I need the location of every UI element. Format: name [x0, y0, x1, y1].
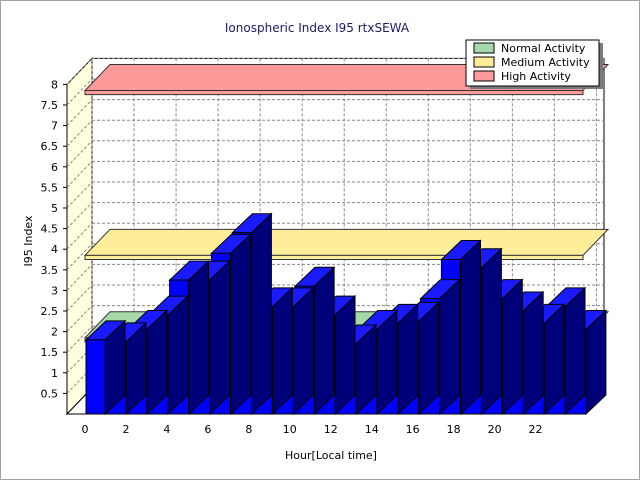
bar-side-4 [188, 259, 210, 416]
legend-swatch-1 [473, 56, 495, 68]
activity-band-front-1 [84, 254, 584, 260]
y-tick-label: 2 [51, 326, 58, 339]
gridline-sidewall [66, 140, 93, 168]
y-tick-label: 5.5 [41, 181, 59, 194]
y-tick-label: 2.5 [41, 305, 59, 318]
bar-side-19 [501, 278, 523, 416]
bar-side-5 [209, 259, 231, 416]
bar-side-10 [313, 266, 335, 416]
x-tick-label: 4 [163, 423, 170, 436]
y-tick-label: 6.5 [41, 140, 59, 153]
chart-title: Ionospheric Index I95 rtxSEWA [225, 21, 410, 35]
bar-side-16 [439, 278, 461, 416]
bar-0 [85, 339, 106, 415]
gridline-sidewall [66, 243, 93, 271]
bar-side-9 [292, 286, 314, 416]
x-tick-label: 6 [204, 423, 211, 436]
x-tick-label: 10 [283, 423, 297, 436]
gridline-sidewall [66, 202, 93, 229]
legend-label-2: High Activity [501, 70, 571, 83]
bar-side-18 [480, 247, 502, 416]
gridline-sidewall [66, 325, 93, 353]
bar-side-11 [334, 294, 356, 416]
activity-band-1 [83, 228, 610, 256]
gridline-sidewall [66, 119, 93, 147]
y-tick-label: 4.5 [41, 223, 59, 236]
x-tick-label: 12 [324, 423, 338, 436]
x-tick-label: 8 [245, 423, 252, 436]
y-tick-label: 6 [51, 161, 58, 174]
gridline-sidewall [66, 99, 93, 126]
y-axis-label: I95 Index [22, 215, 35, 267]
x-axis-ticks: 0 2 4 6 8 10 12 14 16 18 20 22 [82, 423, 543, 436]
bar-side-17 [459, 239, 481, 416]
gridline-sidewall [66, 264, 93, 291]
y-tick-label: 1.5 [41, 346, 59, 359]
y-tick-label: 8 [51, 78, 58, 91]
x-tick-label: 22 [529, 423, 543, 436]
bar-side-20 [522, 290, 544, 416]
y-tick-label: 0.5 [41, 387, 59, 400]
y-axis-ticks: 0.5 1 1.5 2 2.5 3 3.5 4 4.5 5 5.5 6 6.5 7 7.5 8 [41, 78, 67, 400]
bar-side-7 [250, 212, 272, 416]
gridline-sidewall [66, 181, 93, 209]
x-axis-label: Hour[Local time] [285, 449, 377, 462]
legend-swatch-0 [473, 42, 495, 54]
y-tick-label: 7.5 [41, 99, 59, 112]
y-tick-label: 3.5 [41, 264, 59, 277]
legend-label-0: Normal Activity [501, 42, 586, 55]
y-tick-label: 3 [51, 284, 58, 297]
gridline-sidewall [66, 161, 93, 188]
y-tick-label: 4 [51, 243, 58, 256]
legend-swatch-2 [473, 70, 495, 82]
y-tick-label: 5 [51, 202, 58, 215]
y-tick-label: 7 [51, 120, 58, 133]
x-tick-label: 0 [82, 423, 89, 436]
gridline-sidewall [66, 222, 93, 250]
activity-band-front-2 [84, 90, 584, 96]
gridline-sidewall [66, 284, 93, 312]
bar-side-22 [564, 286, 586, 416]
y-tick-label: 1 [51, 367, 58, 380]
x-tick-label: 16 [406, 423, 420, 436]
chart-bars [84, 212, 608, 416]
x-tick-label: 2 [122, 423, 129, 436]
gridline-sidewall [66, 78, 93, 106]
x-tick-label: 18 [447, 423, 461, 436]
gridline-sidewall [66, 58, 93, 85]
bar-side-3 [167, 294, 189, 416]
legend-label-1: Medium Activity [501, 56, 590, 69]
x-tick-label: 20 [488, 423, 502, 436]
bar-side-6 [229, 233, 251, 416]
gridline-sidewall [66, 305, 93, 332]
x-tick-label: 14 [365, 423, 379, 436]
bar-side-8 [271, 286, 293, 416]
